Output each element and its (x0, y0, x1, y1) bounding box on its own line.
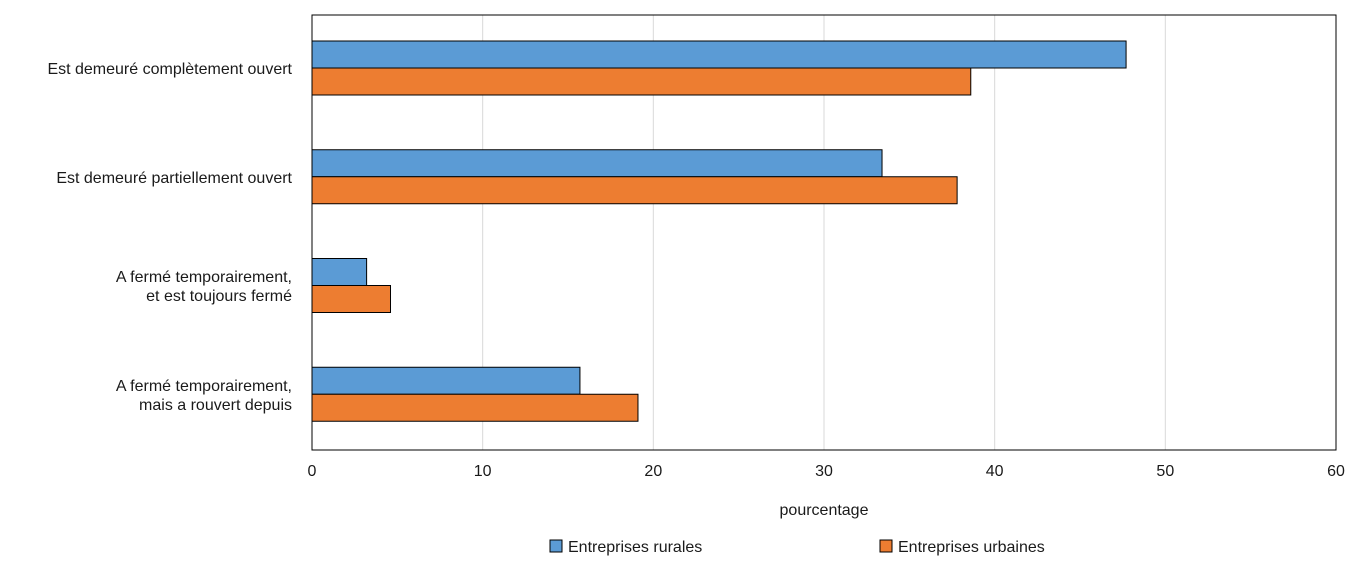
legend: Entreprises rurales Entreprises urbaines (549, 539, 1045, 556)
legend-label: Entreprises urbaines (898, 539, 1045, 556)
x-tick-label: 0 (308, 463, 317, 480)
bar-urbaines (311, 393, 639, 422)
x-tick-label: 20 (644, 463, 662, 480)
bar-rurales (311, 40, 1127, 69)
x-tick-label: 60 (1327, 463, 1345, 480)
bar-rurales (311, 366, 581, 395)
category-label-line: Est demeuré partiellement ouvert (56, 170, 292, 187)
bar-urbaines (311, 176, 958, 205)
legend-item: Entreprises rurales (549, 539, 702, 556)
bar-urbaines (311, 285, 392, 313)
category-label: Est demeuré partiellement ouvert (56, 170, 292, 187)
legend-label: Entreprises rurales (568, 539, 702, 556)
plot-border (311, 14, 1337, 451)
plot-frame (311, 14, 1337, 451)
legend-swatch (549, 539, 563, 553)
category-label-line: et est toujours fermé (146, 288, 292, 305)
legend-swatch (879, 539, 893, 553)
category-label: A fermé temporairement, mais a rouvert de… (116, 378, 292, 414)
category-labels: Est demeuré complètement ouvert Est demeu… (47, 61, 292, 414)
bar-urbaines (311, 67, 972, 96)
x-tick-label: 30 (815, 463, 833, 480)
legend-item: Entreprises urbaines (879, 539, 1045, 556)
x-tick-labels: 0 10 20 30 40 50 60 (308, 463, 1345, 480)
category-label-line: A fermé temporairement, (116, 269, 292, 286)
x-tick-label: 40 (986, 463, 1004, 480)
category-label-line: A fermé temporairement, (116, 378, 292, 395)
category-label-line: Est demeuré complètement ouvert (47, 61, 292, 78)
bar-rurales (311, 258, 368, 286)
bars (311, 40, 1127, 422)
category-label-line: mais a rouvert depuis (139, 397, 292, 414)
category-label: Est demeuré complètement ouvert (47, 61, 292, 78)
bar-rurales (311, 149, 883, 178)
x-tick-label: 50 (1156, 463, 1174, 480)
category-label: A fermé temporairement, et est toujours f… (116, 269, 292, 305)
x-axis-label: pourcentage (780, 502, 869, 519)
x-tick-label: 10 (474, 463, 492, 480)
